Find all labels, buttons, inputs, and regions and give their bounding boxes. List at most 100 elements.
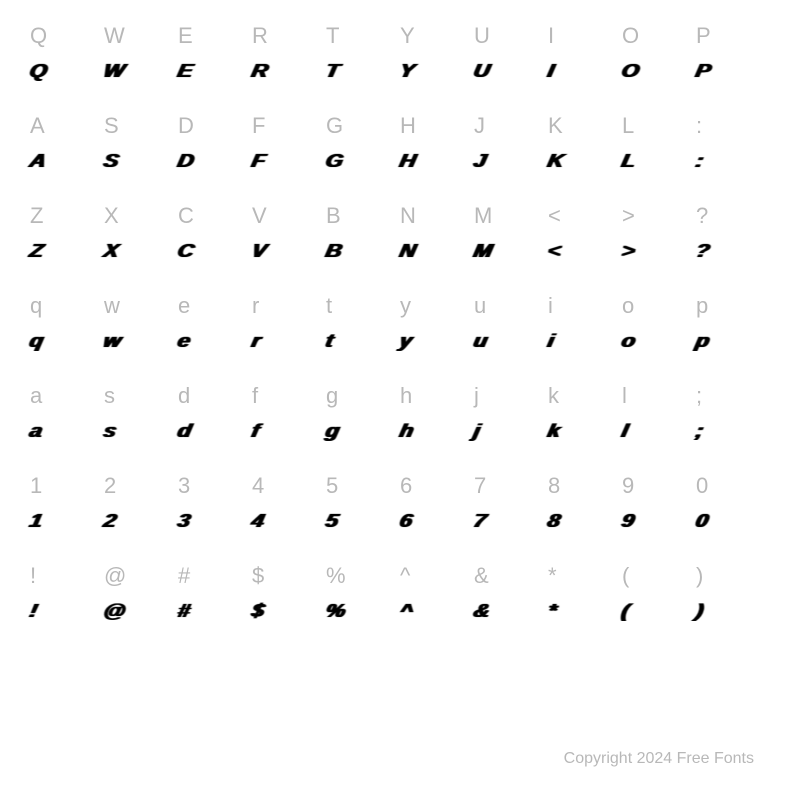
reference-label: Y [400,22,415,58]
reference-label: 5 [326,472,338,508]
font-glyph: 9 [620,510,638,532]
font-glyph: 4 [250,510,268,532]
reference-label: ) [696,562,703,598]
glyph-cell: >> [622,198,696,288]
reference-label: ; [696,382,702,418]
glyph-cell: GG [326,108,400,198]
glyph-cell: $$ [252,558,326,648]
font-glyph: s [102,420,120,442]
reference-label: 4 [252,472,264,508]
glyph-cell: RR [252,18,326,108]
reference-label: 0 [696,472,708,508]
reference-label: O [622,22,639,58]
font-glyph: j [472,420,484,442]
font-glyph: q [28,330,47,352]
glyph-cell: oo [622,288,696,378]
font-glyph: h [398,420,417,442]
reference-label: ! [30,562,36,598]
font-glyph: F [250,150,269,172]
glyph-cell: JJ [474,108,548,198]
glyph-cell: ee [178,288,252,378]
glyph-cell: BB [326,198,400,288]
font-glyph: S [102,150,122,172]
reference-label: a [30,382,42,418]
glyph-cell: FF [252,108,326,198]
reference-label: g [326,382,338,418]
font-glyph: G [324,150,347,172]
glyph-cell: EE [178,18,252,108]
font-glyph: 1 [28,510,46,532]
font-glyph: H [398,150,420,172]
font-glyph: a [28,420,46,442]
font-glyph: ) [694,600,707,622]
glyph-cell: rr [252,288,326,378]
reference-label: s [104,382,115,418]
font-glyph: l [620,420,632,442]
glyph-cell: KK [548,108,622,198]
reference-label: S [104,112,119,148]
font-glyph: 6 [398,510,416,532]
reference-label: F [252,112,265,148]
font-glyph: o [620,330,639,352]
reference-label: $ [252,562,264,598]
font-glyph: ! [28,600,41,622]
copyright-text: Copyright 2024 Free Fonts [564,750,754,768]
font-glyph: w [102,330,125,352]
glyph-cell: DD [178,108,252,198]
glyph-cell: jj [474,378,548,468]
glyph-cell: UU [474,18,548,108]
reference-label: q [30,292,42,328]
reference-label: K [548,112,563,148]
glyph-cell: AA [30,108,104,198]
reference-label: Z [30,202,43,238]
glyph-cell: ZZ [30,198,104,288]
font-glyph: Z [28,240,47,262]
reference-label: 9 [622,472,634,508]
glyph-cell: yy [400,288,474,378]
reference-label: & [474,562,489,598]
reference-label: ^ [400,562,410,598]
font-glyph: V [250,240,270,262]
glyph-cell: tt [326,288,400,378]
font-glyph: E [176,60,196,82]
glyph-cell: ## [178,558,252,648]
reference-label: M [474,202,492,238]
reference-label: I [548,22,554,58]
font-glyph: J [472,150,490,172]
reference-label: U [474,22,490,58]
reference-label: J [474,112,485,148]
font-glyph: Q [28,60,51,82]
glyph-cell: ?? [696,198,770,288]
reference-label: f [252,382,258,418]
reference-label: R [252,22,268,58]
font-glyph: T [324,60,343,82]
glyph-cell: ^^ [400,558,474,648]
glyph-cell: (( [622,558,696,648]
reference-label: r [252,292,259,328]
reference-label: A [30,112,45,148]
reference-label: > [622,202,635,238]
glyph-cell: CC [178,198,252,288]
reference-label: % [326,562,346,598]
glyph-cell: ** [548,558,622,648]
reference-label: 2 [104,472,116,508]
glyph-cell: @@ [104,558,178,648]
glyph-cell: ll [622,378,696,468]
glyph-cell: ;; [696,378,770,468]
reference-label: t [326,292,332,328]
font-glyph: L [620,150,639,172]
glyph-cell: OO [622,18,696,108]
font-glyph: p [694,330,713,352]
font-glyph: 5 [324,510,342,532]
reference-label: j [474,382,479,418]
font-glyph: O [620,60,643,82]
glyph-cell: hh [400,378,474,468]
font-glyph: y [398,330,416,352]
glyph-cell: kk [548,378,622,468]
font-glyph: < [546,240,565,262]
reference-label: 6 [400,472,412,508]
glyph-cell: << [548,198,622,288]
glyph-cell: 11 [30,468,104,558]
font-glyph: 3 [176,510,194,532]
font-glyph: ; [694,420,707,442]
